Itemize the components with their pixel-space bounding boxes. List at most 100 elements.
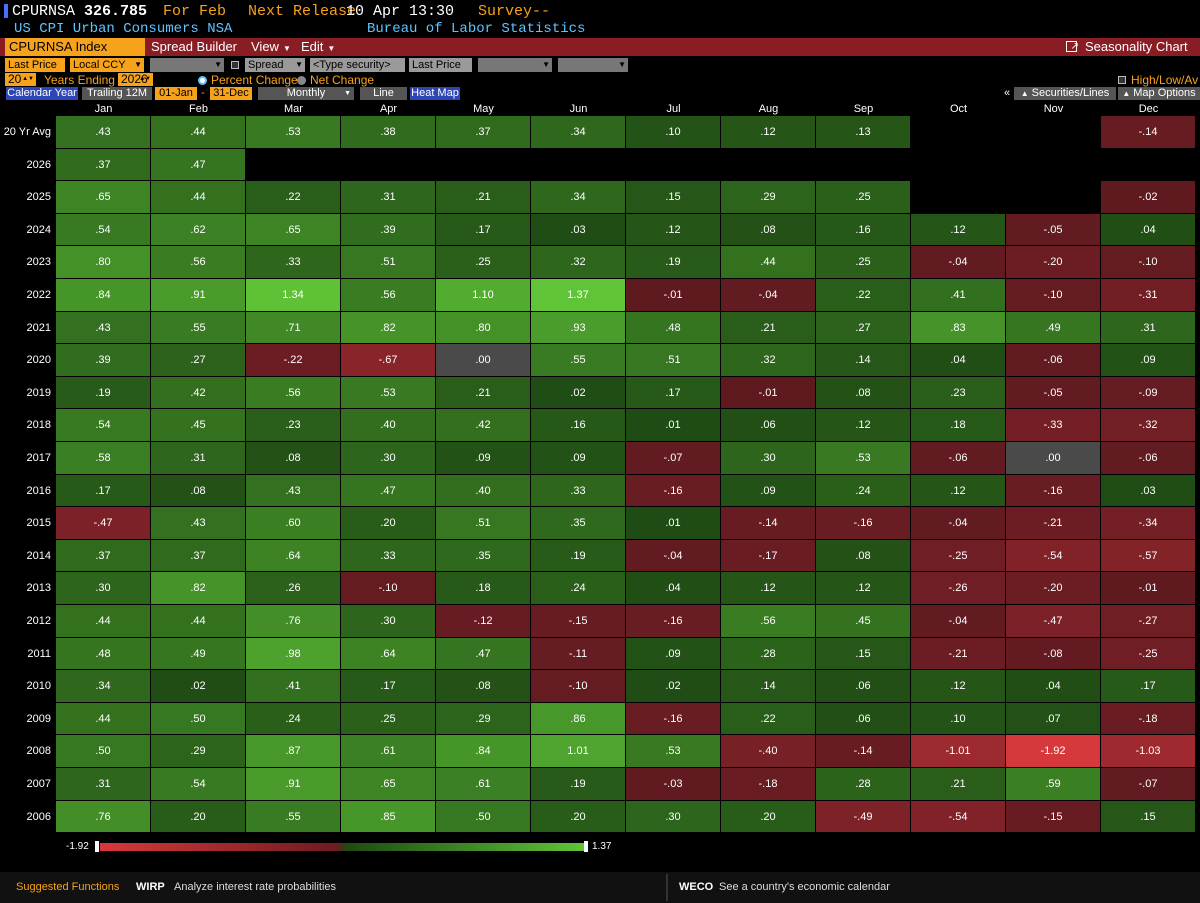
heatmap-cell[interactable]: .37 (56, 148, 151, 182)
heatmap-cell[interactable]: .51 (436, 507, 531, 540)
heatmap-cell[interactable]: 1.01 (531, 735, 626, 768)
heatmap-cell[interactable]: .30 (341, 442, 436, 475)
heatmap-cell[interactable]: .25 (341, 702, 436, 736)
heatmap-cell[interactable]: .49 (1006, 311, 1101, 345)
heatmap-cell[interactable]: .18 (436, 572, 531, 605)
heatmap-cell[interactable]: .54 (56, 409, 151, 442)
heatmap-cell[interactable]: .04 (1006, 670, 1101, 703)
heatmap-cell[interactable]: -.22 (246, 344, 341, 377)
heatmap-cell[interactable]: .02 (531, 376, 626, 410)
heatmap-cell[interactable]: -.10 (1006, 279, 1101, 312)
heatmap-cell[interactable]: .20 (151, 800, 246, 834)
currency-select[interactable]: Local CCY ▼ (70, 58, 144, 72)
heatmap-cell[interactable]: 1.10 (436, 279, 531, 312)
heatmap-cell[interactable]: .25 (816, 246, 911, 279)
heatmap-cell[interactable]: -.20 (1006, 572, 1101, 605)
heatmap-cell[interactable]: -.01 (721, 376, 816, 410)
heatmap-cell[interactable]: -.04 (911, 605, 1006, 638)
heatmap-cell[interactable]: .01 (626, 507, 721, 540)
heatmap-cell[interactable]: .53 (626, 735, 721, 768)
heatmap-cell[interactable]: .22 (816, 279, 911, 312)
heatmap-cell[interactable]: .58 (56, 442, 151, 475)
spread-select[interactable]: Spread ▼ (245, 58, 305, 72)
heatmap-cell[interactable]: .24 (531, 572, 626, 605)
heatmap-cell[interactable]: .24 (246, 702, 341, 736)
heatmap-cell[interactable]: .86 (531, 702, 626, 736)
heatmap-cell[interactable]: .35 (436, 539, 531, 573)
heatmap-cell[interactable]: -.21 (1006, 507, 1101, 540)
heatmap-cell[interactable]: -.16 (816, 507, 911, 540)
heatmap-cell[interactable]: .43 (56, 311, 151, 345)
heatmap-cell[interactable]: .01 (626, 409, 721, 442)
heatmap-cell[interactable]: .21 (436, 181, 531, 214)
heatmap-cell[interactable]: .31 (56, 768, 151, 801)
heatmap-cell[interactable]: -.08 (1006, 637, 1101, 671)
heatmap-cell[interactable]: .56 (721, 605, 816, 638)
heatmap-cell[interactable]: .12 (911, 213, 1006, 247)
heatmap-cell[interactable]: .07 (1006, 702, 1101, 736)
heatmap-cell[interactable]: .37 (436, 116, 531, 149)
heatmap-cell[interactable]: .51 (341, 246, 436, 279)
heatmap-cell[interactable]: -.14 (816, 735, 911, 768)
heatmap-cell[interactable]: .43 (246, 474, 341, 508)
heatmap-cell[interactable]: .84 (56, 279, 151, 312)
heatmap-cell[interactable]: .44 (721, 246, 816, 279)
tab-trailing-12m[interactable]: Trailing 12M (82, 87, 152, 100)
heatmap-cell[interactable]: .14 (721, 670, 816, 703)
heatmap-cell[interactable]: .03 (1101, 474, 1196, 508)
heatmap-cell[interactable]: .53 (246, 116, 341, 149)
heatmap-cell[interactable]: .12 (816, 409, 911, 442)
heatmap-cell[interactable]: .64 (246, 539, 341, 573)
field-select[interactable]: Last Price (5, 58, 65, 72)
heatmap-cell[interactable]: .44 (151, 181, 246, 214)
heatmap-cell[interactable]: .19 (626, 246, 721, 279)
heatmap-cell[interactable]: .19 (531, 768, 626, 801)
heatmap-cell[interactable]: .39 (56, 344, 151, 377)
heatmap-cell[interactable]: .76 (56, 800, 151, 834)
heatmap-cell[interactable]: .41 (911, 279, 1006, 312)
heatmap-cell[interactable]: .40 (436, 474, 531, 508)
heatmap-cell[interactable]: .48 (626, 311, 721, 345)
heatmap-cell[interactable]: -.02 (1101, 181, 1196, 214)
heatmap-cell[interactable]: -.16 (626, 702, 721, 736)
heatmap-cell[interactable]: .71 (246, 311, 341, 345)
heatmap-cell[interactable]: .98 (246, 637, 341, 671)
heatmap-cell[interactable]: .60 (246, 507, 341, 540)
heatmap-cell[interactable]: .76 (246, 605, 341, 638)
spread-builder-button[interactable]: Spread Builder (151, 39, 237, 54)
heatmap-cell[interactable]: .22 (246, 181, 341, 214)
heatmap-cell[interactable]: -.05 (1006, 213, 1101, 247)
heatmap-cell[interactable]: -.06 (911, 442, 1006, 475)
heatmap-cell[interactable]: .28 (816, 768, 911, 801)
heatmap-cell[interactable]: -.47 (56, 507, 151, 540)
heatmap-cell[interactable]: .29 (151, 735, 246, 768)
heatmap-cell[interactable]: -.01 (1101, 572, 1196, 605)
net-change-radio[interactable] (297, 76, 306, 85)
heatmap-cell[interactable]: .06 (721, 409, 816, 442)
heatmap-cell[interactable]: .33 (531, 474, 626, 508)
heatmap-cell[interactable]: -.09 (1101, 376, 1196, 410)
heatmap-cell[interactable]: .12 (626, 213, 721, 247)
frequency-select[interactable]: Monthly ▼ (258, 87, 354, 100)
heatmap-cell[interactable]: .37 (56, 539, 151, 573)
heatmap-cell[interactable]: .29 (436, 702, 531, 736)
heatmap-cell[interactable]: .31 (151, 442, 246, 475)
heatmap-cell[interactable]: .51 (626, 344, 721, 377)
heatmap-cell[interactable]: -.15 (531, 605, 626, 638)
spread-checkbox[interactable] (231, 61, 239, 69)
heatmap-cell[interactable]: .61 (436, 768, 531, 801)
heatmap-cell[interactable]: -.18 (721, 768, 816, 801)
heatmap-cell[interactable]: .14 (816, 344, 911, 377)
heatmap-cell[interactable]: .34 (56, 670, 151, 703)
fn-wirp-code[interactable]: WIRP (136, 881, 165, 893)
heatmap-cell[interactable]: .09 (721, 474, 816, 508)
heatmap-cell[interactable]: .04 (626, 572, 721, 605)
heatmap-cell[interactable]: .19 (531, 539, 626, 573)
heatmap-cell[interactable]: .24 (816, 474, 911, 508)
heatmap-cell[interactable]: .55 (531, 344, 626, 377)
heatmap-cell[interactable]: .30 (56, 572, 151, 605)
securities-lines-button[interactable]: ▲ Securities/Lines (1014, 87, 1116, 100)
heatmap-cell[interactable]: .80 (56, 246, 151, 279)
heatmap-cell[interactable]: .09 (436, 442, 531, 475)
heatmap-cell[interactable]: .30 (721, 442, 816, 475)
